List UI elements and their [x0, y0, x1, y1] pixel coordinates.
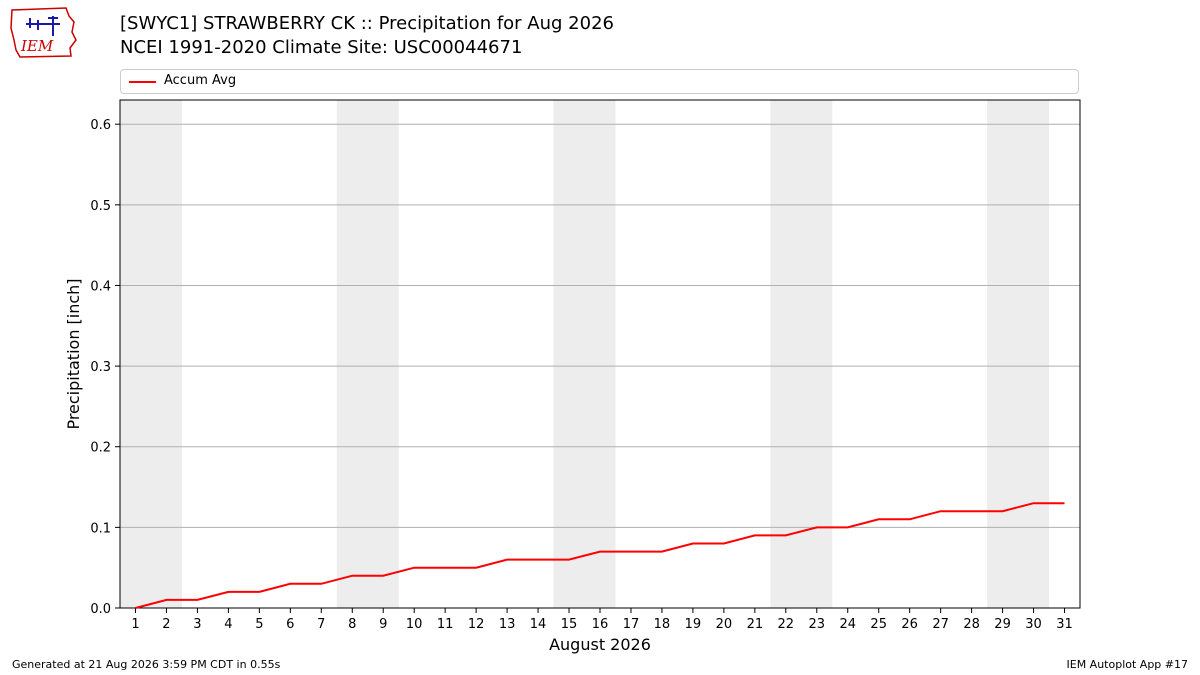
x-tick-label-14: 15 [561, 617, 578, 632]
data-point-0-1 [165, 599, 167, 601]
data-point-0-6 [320, 583, 322, 585]
data-point-0-26 [940, 510, 942, 512]
data-point-0-30 [1064, 502, 1066, 504]
data-point-0-14 [568, 559, 570, 561]
generated-timestamp: Generated at 21 Aug 2026 3:59 PM CDT in … [12, 658, 281, 671]
x-tick-label-6: 7 [317, 617, 325, 632]
x-tick-label-27: 28 [963, 617, 980, 632]
weekend-shade-4 [987, 100, 1050, 608]
data-point-0-13 [537, 559, 539, 561]
data-point-0-12 [506, 559, 508, 561]
y-tick-label-0: 0.0 [90, 602, 111, 617]
y-tick-label-6: 0.6 [90, 118, 111, 133]
data-point-0-20 [754, 534, 756, 536]
data-point-0-0 [134, 607, 136, 609]
data-point-0-18 [692, 542, 694, 544]
data-point-0-19 [723, 542, 725, 544]
x-tick-label-29: 30 [1025, 617, 1042, 632]
x-tick-label-7: 8 [348, 617, 356, 632]
x-tick-label-10: 11 [437, 617, 454, 632]
data-point-0-17 [661, 551, 663, 553]
weekend-shade-3 [770, 100, 833, 608]
x-tick-label-18: 19 [685, 617, 702, 632]
chart-subtitle: NCEI 1991-2020 Climate Site: USC00044671 [120, 37, 523, 58]
logo-text: IEM [20, 37, 54, 55]
data-point-0-21 [785, 534, 787, 536]
data-point-0-24 [878, 518, 880, 520]
y-tick-label-1: 0.1 [90, 521, 111, 536]
x-tick-label-28: 29 [994, 617, 1011, 632]
weekend-shade-1 [336, 100, 399, 608]
x-tick-label-2: 3 [193, 617, 201, 632]
x-tick-label-3: 4 [224, 617, 232, 632]
data-point-0-27 [971, 510, 973, 512]
weather-station-icon [26, 16, 60, 36]
x-axis-label: August 2026 [549, 635, 651, 654]
data-point-0-11 [475, 567, 477, 569]
x-tick-label-26: 27 [932, 617, 949, 632]
x-tick-label-20: 21 [747, 617, 764, 632]
y-tick-label-5: 0.5 [90, 199, 111, 214]
x-tick-label-11: 12 [468, 617, 485, 632]
data-point-0-10 [444, 567, 446, 569]
data-point-0-4 [258, 591, 260, 593]
x-tick-label-9: 10 [406, 617, 423, 632]
x-tick-label-1: 2 [162, 617, 170, 632]
data-point-0-8 [382, 575, 384, 577]
x-tick-label-13: 14 [530, 617, 547, 632]
x-tick-label-17: 18 [654, 617, 671, 632]
x-tick-label-16: 17 [623, 617, 640, 632]
data-point-0-15 [599, 551, 601, 553]
x-tick-label-23: 24 [839, 617, 856, 632]
weekend-shade-0 [120, 100, 182, 608]
legend-label-accum-avg: Accum Avg [164, 73, 237, 88]
data-point-0-9 [413, 567, 415, 569]
app-credit: IEM Autoplot App #17 [1066, 658, 1189, 671]
data-point-0-22 [816, 526, 818, 528]
y-tick-label-3: 0.3 [90, 360, 111, 375]
x-tick-label-15: 16 [592, 617, 609, 632]
x-tick-label-8: 9 [379, 617, 387, 632]
data-point-0-3 [227, 591, 229, 593]
data-point-0-5 [289, 583, 291, 585]
x-tick-label-0: 1 [131, 617, 139, 632]
chart-title: [SWYC1] STRAWBERRY CK :: Precipitation f… [120, 13, 614, 34]
x-tick-label-30: 31 [1056, 617, 1073, 632]
x-tick-label-5: 6 [286, 617, 294, 632]
chart-legend: Accum Avg [120, 69, 1079, 94]
data-point-0-29 [1033, 502, 1035, 504]
data-point-0-23 [847, 526, 849, 528]
data-point-0-7 [351, 575, 353, 577]
data-point-0-16 [630, 551, 632, 553]
data-point-0-25 [909, 518, 911, 520]
x-tick-label-21: 22 [778, 617, 795, 632]
x-tick-label-25: 26 [901, 617, 918, 632]
data-point-0-2 [196, 599, 198, 601]
y-tick-label-2: 0.2 [90, 441, 111, 456]
x-tick-label-24: 25 [870, 617, 887, 632]
x-tick-label-22: 23 [809, 617, 826, 632]
legend-swatch-accum-avg [129, 81, 156, 83]
iem-logo: IEM [10, 7, 77, 58]
x-tick-label-4: 5 [255, 617, 263, 632]
series-line-0 [135, 502, 1065, 609]
y-tick-label-4: 0.4 [90, 279, 111, 294]
weekend-shade-2 [553, 100, 616, 608]
y-axis-label: Precipitation [inch] [64, 278, 83, 429]
iowa-outline-icon [10, 7, 77, 58]
data-point-0-28 [1002, 510, 1004, 512]
x-tick-label-19: 20 [716, 617, 733, 632]
plot-frame [119, 99, 1081, 609]
x-tick-label-12: 13 [499, 617, 516, 632]
